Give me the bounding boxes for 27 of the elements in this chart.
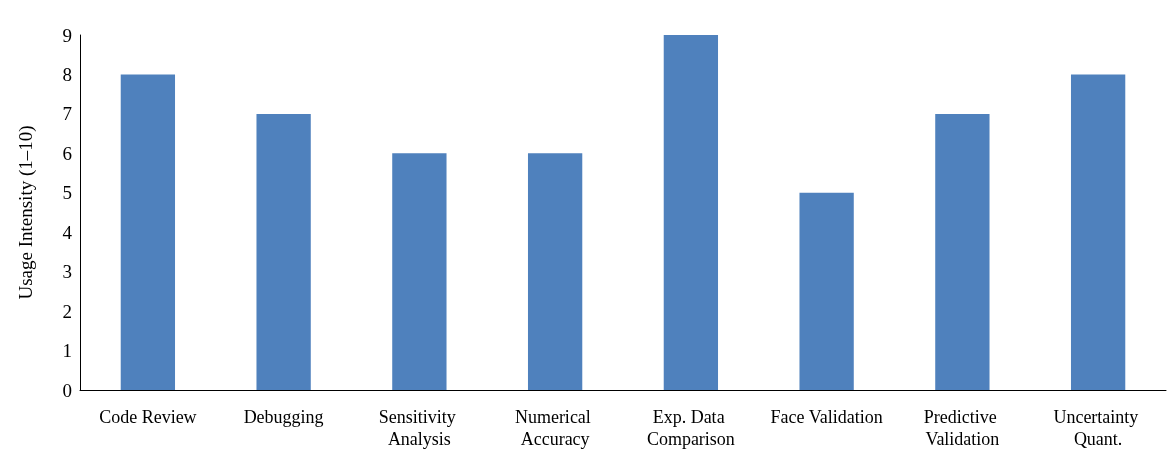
y-tick-label: 2	[62, 300, 72, 322]
y-tick-label: 5	[62, 182, 72, 204]
x-tick-label: Debugging	[243, 407, 324, 427]
y-tick-label: 3	[62, 261, 72, 283]
y-tick-label: 1	[62, 340, 72, 362]
bar	[120, 74, 176, 390]
bar	[663, 35, 719, 390]
y-tick-label: 0	[62, 379, 72, 401]
bar	[1070, 74, 1126, 390]
x-tick-label: Exp. Data Comparison	[646, 407, 735, 449]
x-tick-label: Uncertainty Quant.	[1053, 407, 1143, 449]
bar	[527, 153, 583, 390]
x-tick-label: Face Validation	[770, 407, 883, 427]
y-tick-label: 4	[62, 221, 73, 243]
y-tick-label: 6	[62, 142, 72, 164]
bar	[392, 153, 447, 390]
y-axis-title: Usage Intensity (1–10)	[15, 125, 37, 300]
bar	[799, 192, 854, 390]
x-tick-label: Predictive Validation	[923, 407, 1002, 449]
y-tick-label: 8	[62, 63, 72, 85]
bar	[935, 113, 990, 390]
x-tick-label: Sensitivity Analysis	[378, 407, 461, 449]
y-tick-label: 9	[62, 24, 72, 46]
x-tick-label: Numerical Accuracy	[514, 407, 596, 449]
bar	[256, 113, 311, 390]
x-tick-label: Code Review	[99, 407, 197, 427]
y-tick-label: 7	[62, 103, 72, 125]
